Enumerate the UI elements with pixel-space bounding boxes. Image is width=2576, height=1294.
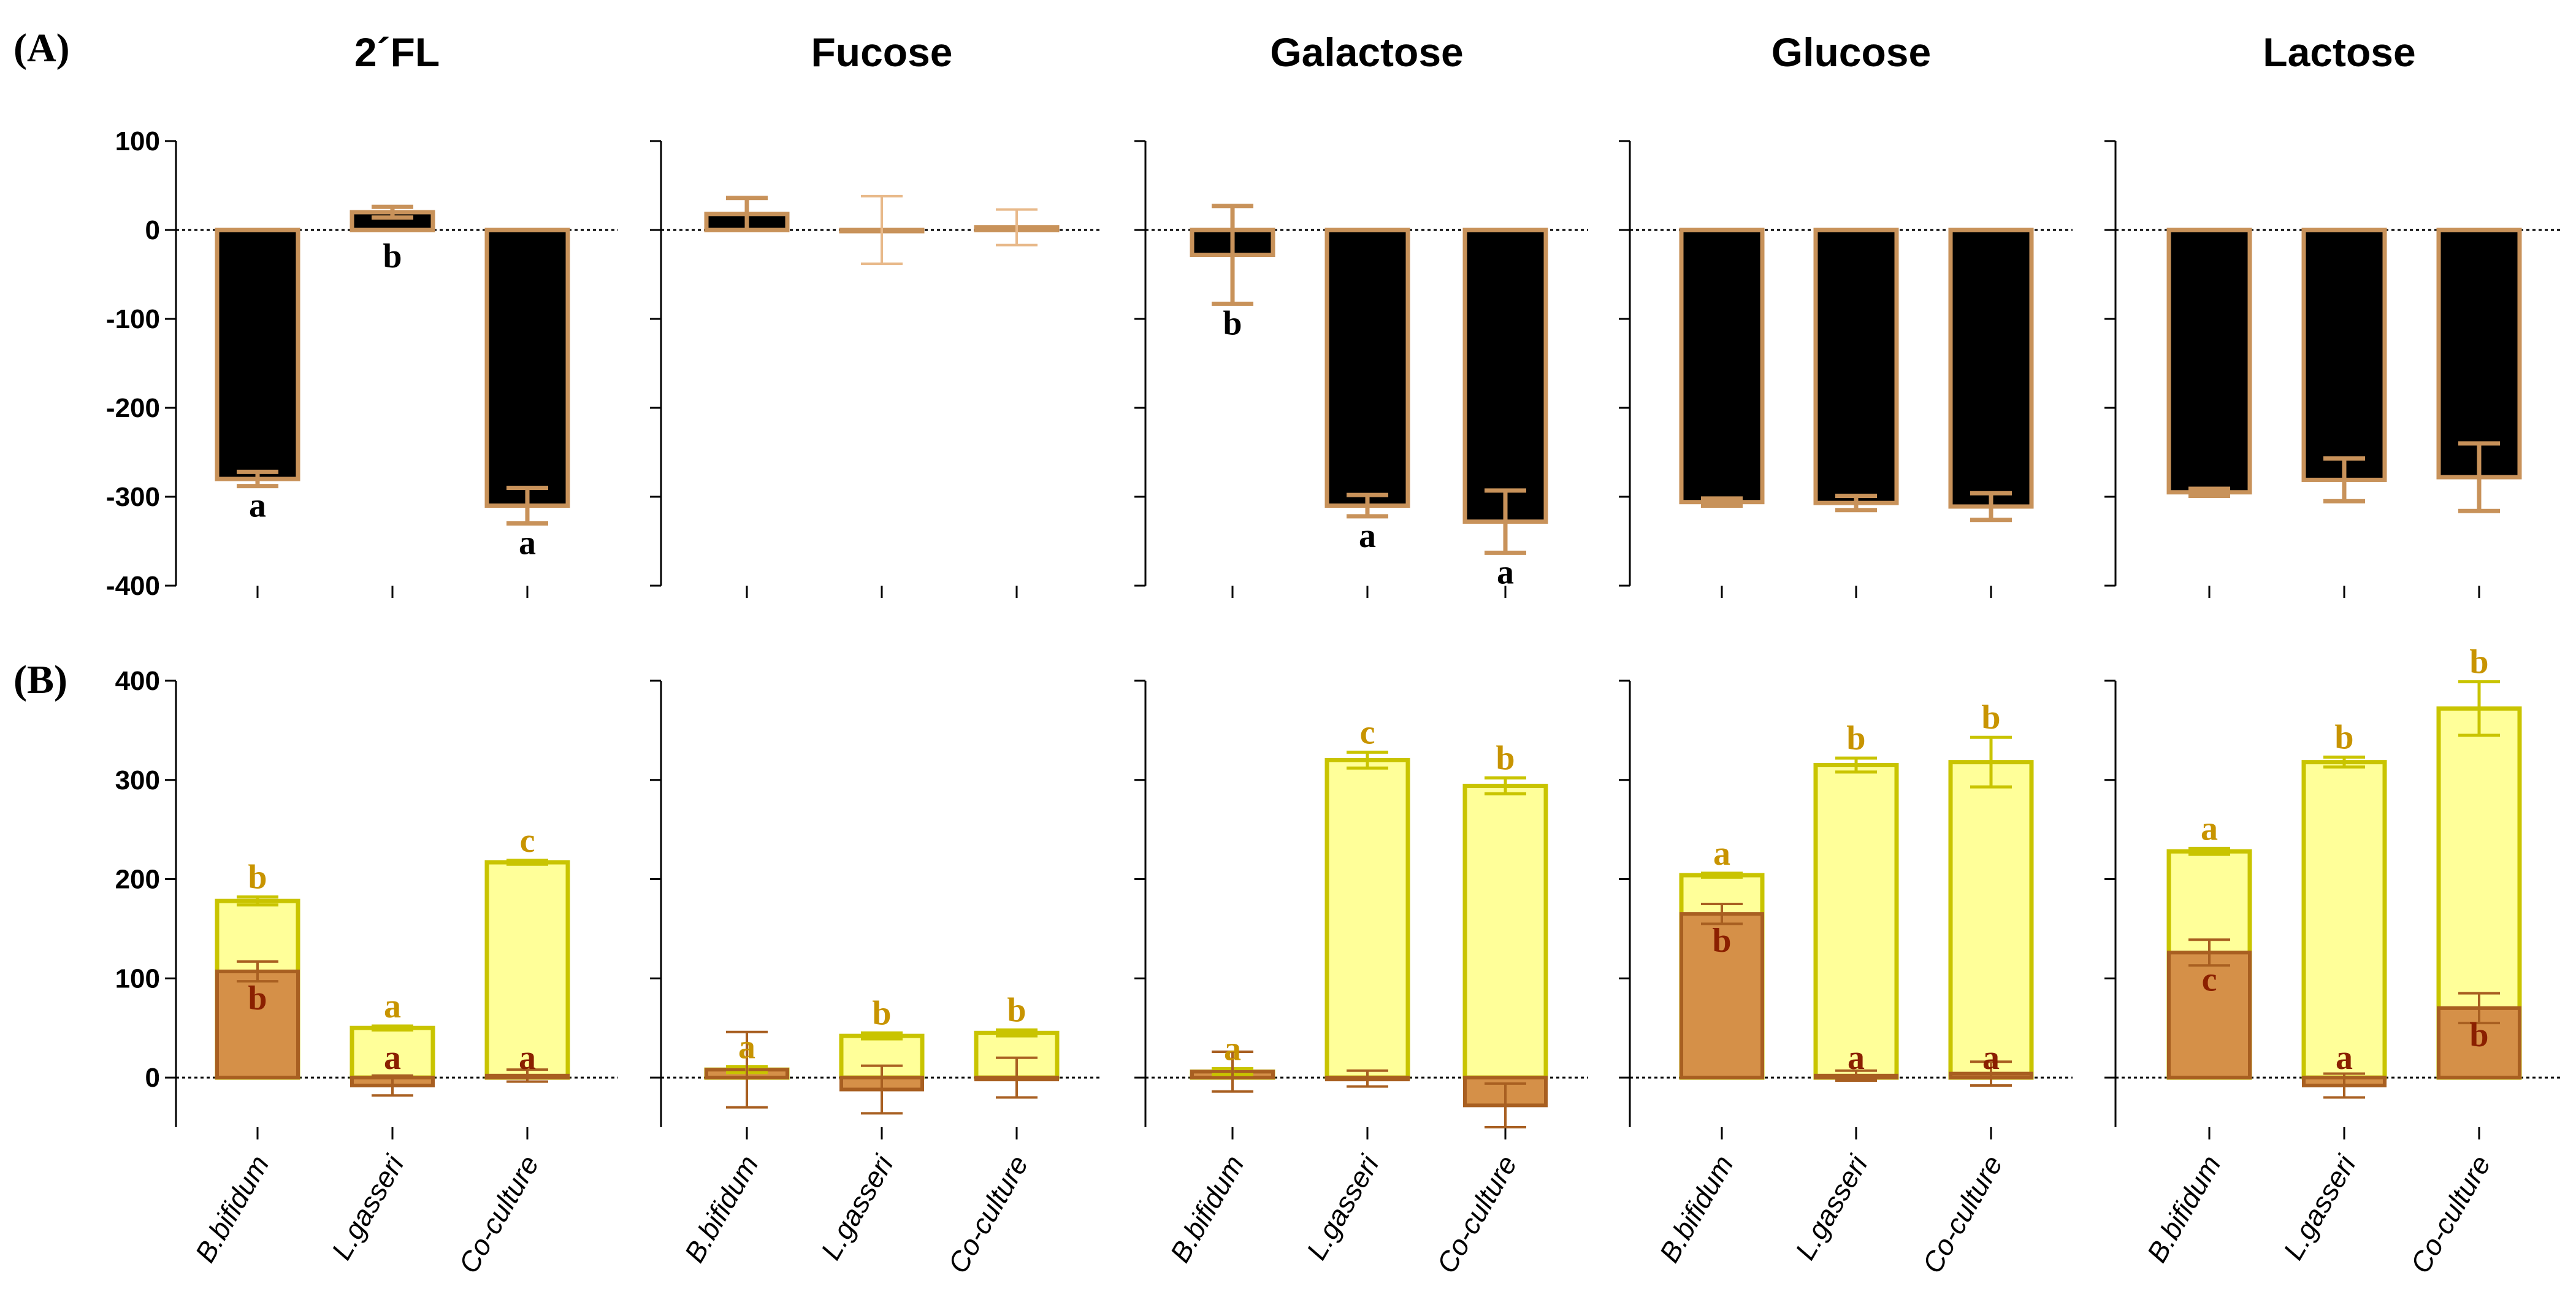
category-label: Co-culture (453, 1150, 545, 1279)
y-tick-label: 0 (145, 1063, 160, 1093)
significance-letter: a (738, 1028, 755, 1066)
significance-letter: b (1846, 719, 1865, 757)
significance-letter: a (1224, 1030, 1241, 1068)
bar (1324, 228, 1410, 508)
bar-total (1948, 760, 2034, 1080)
significance-letter: c (2202, 960, 2217, 998)
significance-letter: b (1007, 991, 1026, 1029)
panel-b-3: a B.bifidum c L.gasseri b Co-culture (1134, 680, 1588, 1279)
category-label: B.bifidum (1653, 1150, 1740, 1268)
panel-title: Galactose (1270, 29, 1464, 75)
category-label: L.gasseri (325, 1149, 410, 1265)
significance-letter: a (384, 1039, 401, 1077)
panel-title: Lactose (2263, 29, 2415, 75)
category-label: Co-culture (1431, 1150, 1523, 1279)
y-tick-label: -100 (106, 304, 160, 334)
panel-b-5: a c B.bifidum b a L.gasseri b b Co-culture (2104, 643, 2563, 1279)
panel-a-5: Lactose (2104, 29, 2563, 598)
category-label: Co-culture (1916, 1150, 2009, 1279)
bar-total (1462, 783, 1548, 1080)
y-tick-label: -400 (106, 571, 160, 601)
row-a-label: (A) (13, 26, 70, 71)
significance-letter: b (1496, 740, 1515, 778)
panel-a-2: Fucose (650, 29, 1103, 598)
significance-letter: a (519, 524, 536, 562)
bar-metabolite (2167, 951, 2252, 1080)
panel-a-1: 100 0 -100 -200 -300 -400 2´FL a b a (106, 29, 618, 601)
significance-letter: b (248, 979, 267, 1017)
bar (2436, 228, 2522, 480)
significance-letter: b (1981, 699, 2000, 737)
significance-letter: a (2201, 810, 2218, 848)
category-label: Co-culture (942, 1150, 1034, 1279)
bar-metabolite (215, 970, 300, 1080)
category-label: B.bifidum (678, 1150, 765, 1268)
y-tick-label: -200 (106, 393, 160, 423)
bar (484, 228, 570, 508)
bar (215, 228, 300, 481)
y-tick-label: 100 (115, 963, 160, 993)
significance-letter: a (1982, 1039, 2000, 1077)
bar (1679, 228, 1765, 505)
y-tick-label: -300 (106, 482, 160, 512)
significance-letter: a (384, 987, 401, 1025)
significance-letter: a (1848, 1039, 1865, 1077)
bar-total (1813, 763, 1899, 1080)
category-label: B.bifidum (1164, 1150, 1250, 1268)
significance-letter: b (383, 237, 402, 275)
y-tick-label: 400 (115, 666, 160, 696)
bar (2301, 228, 2387, 482)
significance-letter: b (872, 994, 891, 1032)
bar (350, 210, 435, 232)
bar-total (1324, 757, 1410, 1080)
row-b-label: (B) (13, 657, 67, 702)
significance-letter: a (519, 1039, 536, 1077)
bar-total (2301, 760, 2387, 1080)
y-tick-label: 100 (115, 126, 160, 156)
significance-letter: a (1359, 517, 1376, 555)
significance-letter: a (249, 487, 266, 525)
significance-letter: b (248, 859, 267, 897)
category-label: B.bifidum (189, 1150, 275, 1268)
significance-letter: c (520, 822, 535, 860)
panel-b-1: 4003002001000bbB.bifidumaaL.gassericaCo-… (115, 666, 618, 1279)
significance-letter: a (1713, 835, 1730, 873)
panel-b-2: a B.bifidum b L.gasseri b Co-culture (650, 680, 1103, 1279)
significance-letter: a (2336, 1039, 2353, 1077)
bar (1813, 228, 1899, 505)
category-label: L.gasseri (1789, 1149, 1874, 1265)
y-tick-label: 0 (145, 215, 160, 245)
bar (2166, 228, 2252, 495)
category-label: L.gasseri (814, 1149, 900, 1265)
y-tick-label: 200 (115, 865, 160, 895)
category-label: L.gasseri (2277, 1149, 2362, 1265)
panel-title: 2´FL (354, 29, 440, 75)
y-tick-label: 300 (115, 765, 160, 795)
significance-letter: b (2469, 1016, 2488, 1054)
significance-letter: b (2469, 643, 2488, 681)
category-label: Co-culture (2404, 1150, 2497, 1279)
category-label: B.bifidum (2141, 1150, 2227, 1268)
panel-b-4: a b B.bifidum b a L.gasseri b a Co-culture (1619, 680, 2073, 1279)
panel-title: Glucose (1771, 29, 1931, 75)
significance-letter: b (2334, 719, 2353, 757)
bar (1948, 228, 2034, 509)
significance-letter: c (1360, 713, 1375, 751)
significance-letter: a (1497, 553, 1514, 591)
category-label: L.gasseri (1300, 1149, 1385, 1265)
bar-metabolite (1680, 912, 1764, 1080)
bar (1462, 228, 1548, 524)
significance-letter: b (1223, 304, 1242, 342)
panel-a-4: Glucose (1619, 29, 2073, 598)
panel-title: Fucose (811, 29, 952, 75)
panel-a-3: Galactose b a a (1134, 29, 1588, 598)
significance-letter: b (1712, 922, 1731, 960)
